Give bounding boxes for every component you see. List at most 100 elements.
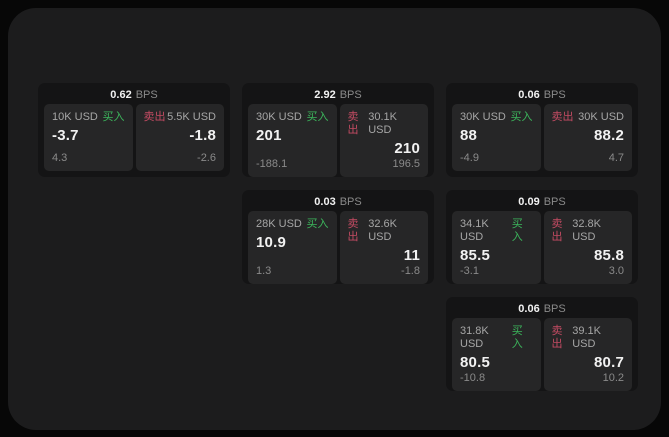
- sell-price: 210: [394, 140, 420, 157]
- bps-value: 0.09: [518, 195, 540, 208]
- sell-amount: 32.6K USD: [368, 218, 397, 243]
- buy-price: 10.9: [256, 234, 286, 251]
- sell-change: -1.8: [401, 265, 420, 277]
- sell-price: 85.8: [594, 247, 624, 264]
- quote-card: 0.06 BPS 30K USD 买入 88 -4.9 卖出 30K USD: [446, 83, 638, 177]
- sell-badge: 卖出: [551, 325, 563, 350]
- buy-badge: 买入: [511, 218, 523, 243]
- buy-panel-top: 28K USD 买入: [256, 218, 329, 231]
- buy-change: -10.8: [460, 372, 486, 384]
- sell-change: 3.0: [608, 265, 624, 277]
- sell-quote-button[interactable]: 卖出 30.1K USD 210 196.5: [339, 104, 428, 177]
- buy-badge: 买入: [306, 111, 329, 123]
- sell-change: 4.7: [608, 152, 624, 164]
- bps-value: 0.62: [110, 88, 132, 101]
- quote-card-body: 28K USD 买入 10.9 1.3 卖出 32.6K USD 11 -1.8: [242, 211, 434, 284]
- sell-amount: 30K USD: [578, 111, 624, 123]
- sell-amount: 39.1K USD: [572, 325, 601, 350]
- sell-price: 88.2: [594, 127, 624, 144]
- quote-card: 2.92 BPS 30K USD 买入 201 -188.1 卖出 30.1K …: [242, 83, 434, 177]
- bps-unit-label: BPS: [543, 88, 566, 101]
- sell-panel-top: 卖出 5.5K USD: [144, 111, 217, 124]
- quote-card: 0.09 BPS 34.1K USD 买入 85.5 -3.1 卖出 32.8K…: [446, 190, 638, 284]
- sell-price: 80.7: [594, 354, 624, 371]
- buy-quote-button[interactable]: 28K USD 买入 10.9 1.3: [248, 211, 337, 284]
- buy-panel-top: 30K USD 买入: [256, 111, 329, 124]
- bps-header: 0.62 BPS: [38, 83, 230, 104]
- sell-change: 10.2: [602, 372, 624, 384]
- quotes-panel: 0.62 BPS 10K USD 买入 -3.7 4.3 卖出 5.5K USD: [8, 8, 661, 430]
- bps-value: 0.06: [518, 88, 540, 101]
- bps-header: 0.06 BPS: [446, 83, 638, 104]
- bps-value: 0.03: [314, 195, 336, 208]
- sell-change: -2.6: [197, 152, 216, 164]
- buy-price: -3.7: [52, 127, 79, 144]
- bps-unit-label: BPS: [135, 88, 158, 101]
- bps-header: 2.92 BPS: [242, 83, 434, 104]
- quote-card-body: 34.1K USD 买入 85.5 -3.1 卖出 32.8K USD 85.8…: [446, 211, 638, 284]
- bps-unit-label: BPS: [339, 195, 362, 208]
- quote-card-body: 10K USD 买入 -3.7 4.3 卖出 5.5K USD -1.8 -2.…: [38, 104, 230, 177]
- buy-quote-button[interactable]: 30K USD 买入 88 -4.9: [452, 104, 541, 171]
- bps-header: 0.06 BPS: [446, 297, 638, 318]
- buy-amount: 31.8K USD: [460, 325, 489, 350]
- sell-panel-top: 卖出 32.8K USD: [552, 218, 625, 244]
- bps-header: 0.09 BPS: [446, 190, 638, 211]
- buy-change: 1.3: [256, 265, 272, 277]
- quote-card: 0.03 BPS 28K USD 买入 10.9 1.3 卖出 32.6K US…: [242, 190, 434, 284]
- sell-badge: 卖出: [347, 111, 359, 136]
- sell-quote-button[interactable]: 卖出 32.8K USD 85.8 3.0: [543, 211, 632, 284]
- sell-amount: 32.8K USD: [572, 218, 601, 243]
- buy-amount: 34.1K USD: [460, 218, 489, 243]
- sell-panel-top: 卖出 39.1K USD: [552, 325, 625, 351]
- buy-change: 4.3: [52, 152, 68, 164]
- sell-quote-button[interactable]: 卖出 5.5K USD -1.8 -2.6: [135, 104, 224, 171]
- sell-price: -1.8: [189, 127, 216, 144]
- buy-price: 88: [460, 127, 478, 144]
- sell-quote-button[interactable]: 卖出 39.1K USD 80.7 10.2: [543, 318, 632, 391]
- buy-change: -4.9: [460, 152, 479, 164]
- buy-price: 201: [256, 127, 282, 144]
- buy-panel-top: 34.1K USD 买入: [460, 218, 533, 244]
- bps-unit-label: BPS: [543, 195, 566, 208]
- quote-card: 0.06 BPS 31.8K USD 买入 80.5 -10.8 卖出 39.1…: [446, 297, 638, 391]
- sell-panel-top: 卖出 30K USD: [552, 111, 625, 124]
- sell-badge: 卖出: [347, 218, 359, 243]
- buy-badge: 买入: [102, 111, 125, 123]
- quote-card-body: 30K USD 买入 201 -188.1 卖出 30.1K USD 210 1…: [242, 104, 434, 177]
- buy-quote-button[interactable]: 31.8K USD 买入 80.5 -10.8: [452, 318, 541, 391]
- bps-header: 0.03 BPS: [242, 190, 434, 211]
- buy-price: 80.5: [460, 354, 490, 371]
- quote-card: 0.62 BPS 10K USD 买入 -3.7 4.3 卖出 5.5K USD: [38, 83, 230, 177]
- buy-badge: 买入: [510, 111, 533, 123]
- buy-panel-top: 31.8K USD 买入: [460, 325, 533, 351]
- buy-quote-button[interactable]: 10K USD 买入 -3.7 4.3: [44, 104, 133, 171]
- bps-unit-label: BPS: [339, 88, 362, 101]
- quote-cards-grid: 0.62 BPS 10K USD 买入 -3.7 4.3 卖出 5.5K USD: [38, 83, 638, 391]
- buy-quote-button[interactable]: 34.1K USD 买入 85.5 -3.1: [452, 211, 541, 284]
- bps-value: 2.92: [314, 88, 336, 101]
- sell-amount: 30.1K USD: [368, 111, 397, 136]
- sell-amount: 5.5K USD: [167, 111, 216, 123]
- sell-price: 11: [403, 247, 420, 264]
- buy-badge: 买入: [511, 325, 523, 350]
- buy-panel-top: 30K USD 买入: [460, 111, 533, 124]
- sell-quote-button[interactable]: 卖出 32.6K USD 11 -1.8: [339, 211, 428, 284]
- buy-amount: 30K USD: [256, 111, 302, 123]
- sell-panel-top: 卖出 30.1K USD: [348, 111, 421, 137]
- quote-card-body: 31.8K USD 买入 80.5 -10.8 卖出 39.1K USD 80.…: [446, 318, 638, 391]
- bps-unit-label: BPS: [543, 302, 566, 315]
- sell-quote-button[interactable]: 卖出 30K USD 88.2 4.7: [543, 104, 632, 171]
- sell-badge: 卖出: [551, 111, 574, 123]
- buy-quote-button[interactable]: 30K USD 买入 201 -188.1: [248, 104, 337, 177]
- buy-amount: 10K USD: [52, 111, 98, 123]
- buy-amount: 28K USD: [256, 218, 302, 230]
- buy-panel-top: 10K USD 买入: [52, 111, 125, 124]
- buy-price: 85.5: [460, 247, 490, 264]
- sell-panel-top: 卖出 32.6K USD: [348, 218, 421, 244]
- buy-change: -3.1: [460, 265, 479, 277]
- quote-card-body: 30K USD 买入 88 -4.9 卖出 30K USD 88.2 4.7: [446, 104, 638, 177]
- sell-badge: 卖出: [143, 111, 166, 123]
- sell-badge: 卖出: [551, 218, 563, 243]
- bps-value: 0.06: [518, 302, 540, 315]
